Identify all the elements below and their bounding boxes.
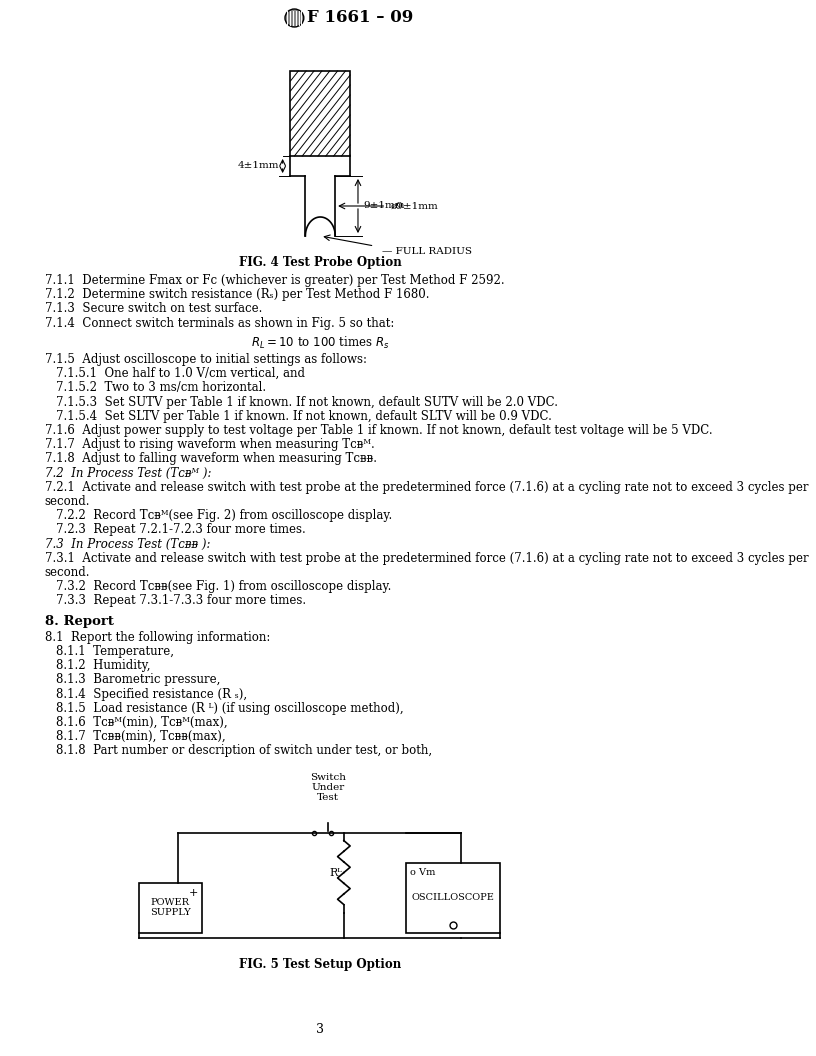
Text: +: + bbox=[188, 888, 197, 898]
Text: second.: second. bbox=[45, 566, 91, 579]
Text: $R_L = 10$ to $100$ times $R_s$: $R_L = 10$ to $100$ times $R_s$ bbox=[251, 335, 389, 351]
Text: 7.1.5.4  Set SLTV per Table 1 if known. If not known, default SLTV will be 0.9 V: 7.1.5.4 Set SLTV per Table 1 if known. I… bbox=[55, 410, 552, 422]
Text: Switch
Under
Test: Switch Under Test bbox=[310, 773, 346, 803]
Text: 7.2.3  Repeat 7.2.1-7.2.3 four more times.: 7.2.3 Repeat 7.2.1-7.2.3 four more times… bbox=[55, 524, 305, 536]
Text: 8.1.7  Tᴄᴃᴃ(min), Tᴄᴃᴃ(max),: 8.1.7 Tᴄᴃᴃ(min), Tᴄᴃᴃ(max), bbox=[55, 730, 225, 743]
Text: 7.3.3  Repeat 7.3.1-7.3.3 four more times.: 7.3.3 Repeat 7.3.1-7.3.3 four more times… bbox=[55, 595, 306, 607]
Text: FIG. 5 Test Setup Option: FIG. 5 Test Setup Option bbox=[239, 958, 401, 970]
Text: 8.1.3  Barometric pressure,: 8.1.3 Barometric pressure, bbox=[55, 674, 220, 686]
Text: 7.1.8  Adjust to falling waveform when measuring Tᴄᴃᴃ.: 7.1.8 Adjust to falling waveform when me… bbox=[45, 452, 377, 466]
Text: 7.2.1  Activate and release switch with test probe at the predetermined force (7: 7.2.1 Activate and release switch with t… bbox=[45, 480, 808, 494]
Text: 7.2.2  Record Tᴄᴃᴹ(see Fig. 2) from oscilloscope display.: 7.2.2 Record Tᴄᴃᴹ(see Fig. 2) from oscil… bbox=[55, 509, 392, 523]
Text: o Vm: o Vm bbox=[410, 868, 435, 876]
Bar bbox=[406, 863, 500, 932]
Text: ø9±1mm: ø9±1mm bbox=[390, 202, 438, 210]
Text: — FULL RADIUS: — FULL RADIUS bbox=[383, 246, 472, 256]
Text: 7.1.5.1  One half to 1.0 V/cm vertical, and: 7.1.5.1 One half to 1.0 V/cm vertical, a… bbox=[55, 367, 304, 380]
Text: 8.1.8  Part number or description of switch under test, or both,: 8.1.8 Part number or description of swit… bbox=[55, 744, 432, 757]
Text: 9±1mm: 9±1mm bbox=[363, 202, 405, 210]
Text: 7.1.3  Secure switch on test surface.: 7.1.3 Secure switch on test surface. bbox=[45, 302, 262, 316]
Text: 3: 3 bbox=[317, 1023, 324, 1036]
Text: 7.1.2  Determine switch resistance (Rₛ) per Test Method F 1680.: 7.1.2 Determine switch resistance (Rₛ) p… bbox=[45, 288, 429, 301]
Ellipse shape bbox=[285, 10, 304, 27]
Text: 7.1.5  Adjust oscilloscope to initial settings as follows:: 7.1.5 Adjust oscilloscope to initial set… bbox=[45, 353, 366, 366]
Text: 8.1  Report the following information:: 8.1 Report the following information: bbox=[45, 630, 270, 644]
Text: F 1661 – 09: F 1661 – 09 bbox=[307, 10, 413, 26]
Text: 8.1.5  Load resistance (R ᴸ) (if using oscilloscope method),: 8.1.5 Load resistance (R ᴸ) (if using os… bbox=[55, 702, 403, 715]
Text: 7.2  In Process Test (Tᴄᴃᴹ ):: 7.2 In Process Test (Tᴄᴃᴹ ): bbox=[45, 467, 211, 479]
Text: POWER
SUPPLY: POWER SUPPLY bbox=[150, 898, 191, 918]
Text: OSCILLOSCOPE: OSCILLOSCOPE bbox=[411, 893, 494, 902]
Text: 7.1.1  Determine Fmax or Fc (whichever is greater) per Test Method F 2592.: 7.1.1 Determine Fmax or Fc (whichever is… bbox=[45, 274, 504, 287]
Text: 7.1.5.2  Two to 3 ms/cm horizontal.: 7.1.5.2 Two to 3 ms/cm horizontal. bbox=[55, 381, 266, 394]
Text: 7.1.4  Connect switch terminals as shown in Fig. 5 so that:: 7.1.4 Connect switch terminals as shown … bbox=[45, 317, 394, 329]
Text: 7.3  In Process Test (Tᴄᴃᴃ ):: 7.3 In Process Test (Tᴄᴃᴃ ): bbox=[45, 538, 211, 550]
Text: 8.1.6  Tᴄᴃᴹ(min), Tᴄᴃᴹ(max),: 8.1.6 Tᴄᴃᴹ(min), Tᴄᴃᴹ(max), bbox=[55, 716, 228, 729]
Text: 7.1.6  Adjust power supply to test voltage per Table 1 if known. If not known, d: 7.1.6 Adjust power supply to test voltag… bbox=[45, 425, 712, 437]
Text: 7.3.2  Record Tᴄᴃᴃ(see Fig. 1) from oscilloscope display.: 7.3.2 Record Tᴄᴃᴃ(see Fig. 1) from oscil… bbox=[55, 580, 391, 593]
Text: 7.3.1  Activate and release switch with test probe at the predetermined force (7: 7.3.1 Activate and release switch with t… bbox=[45, 552, 809, 565]
Text: 8.1.4  Specified resistance (R ₛ),: 8.1.4 Specified resistance (R ₛ), bbox=[55, 687, 247, 700]
Text: second.: second. bbox=[45, 495, 91, 508]
Text: 8. Report: 8. Report bbox=[45, 615, 113, 627]
Bar bbox=[139, 883, 202, 932]
Text: Rᴸ: Rᴸ bbox=[330, 868, 343, 878]
Text: 8.1.2  Humidity,: 8.1.2 Humidity, bbox=[55, 659, 150, 673]
Text: 7.1.5.3  Set SUTV per Table 1 if known. If not known, default SUTV will be 2.0 V: 7.1.5.3 Set SUTV per Table 1 if known. I… bbox=[55, 396, 558, 409]
Text: 8.1.1  Temperature,: 8.1.1 Temperature, bbox=[55, 645, 174, 658]
Bar bbox=[290, 71, 350, 156]
Text: FIG. 4 Test Probe Option: FIG. 4 Test Probe Option bbox=[239, 256, 401, 269]
Text: 7.1.7  Adjust to rising waveform when measuring Tᴄᴃᴹ.: 7.1.7 Adjust to rising waveform when mea… bbox=[45, 438, 375, 451]
Text: 4±1mm: 4±1mm bbox=[237, 162, 279, 170]
